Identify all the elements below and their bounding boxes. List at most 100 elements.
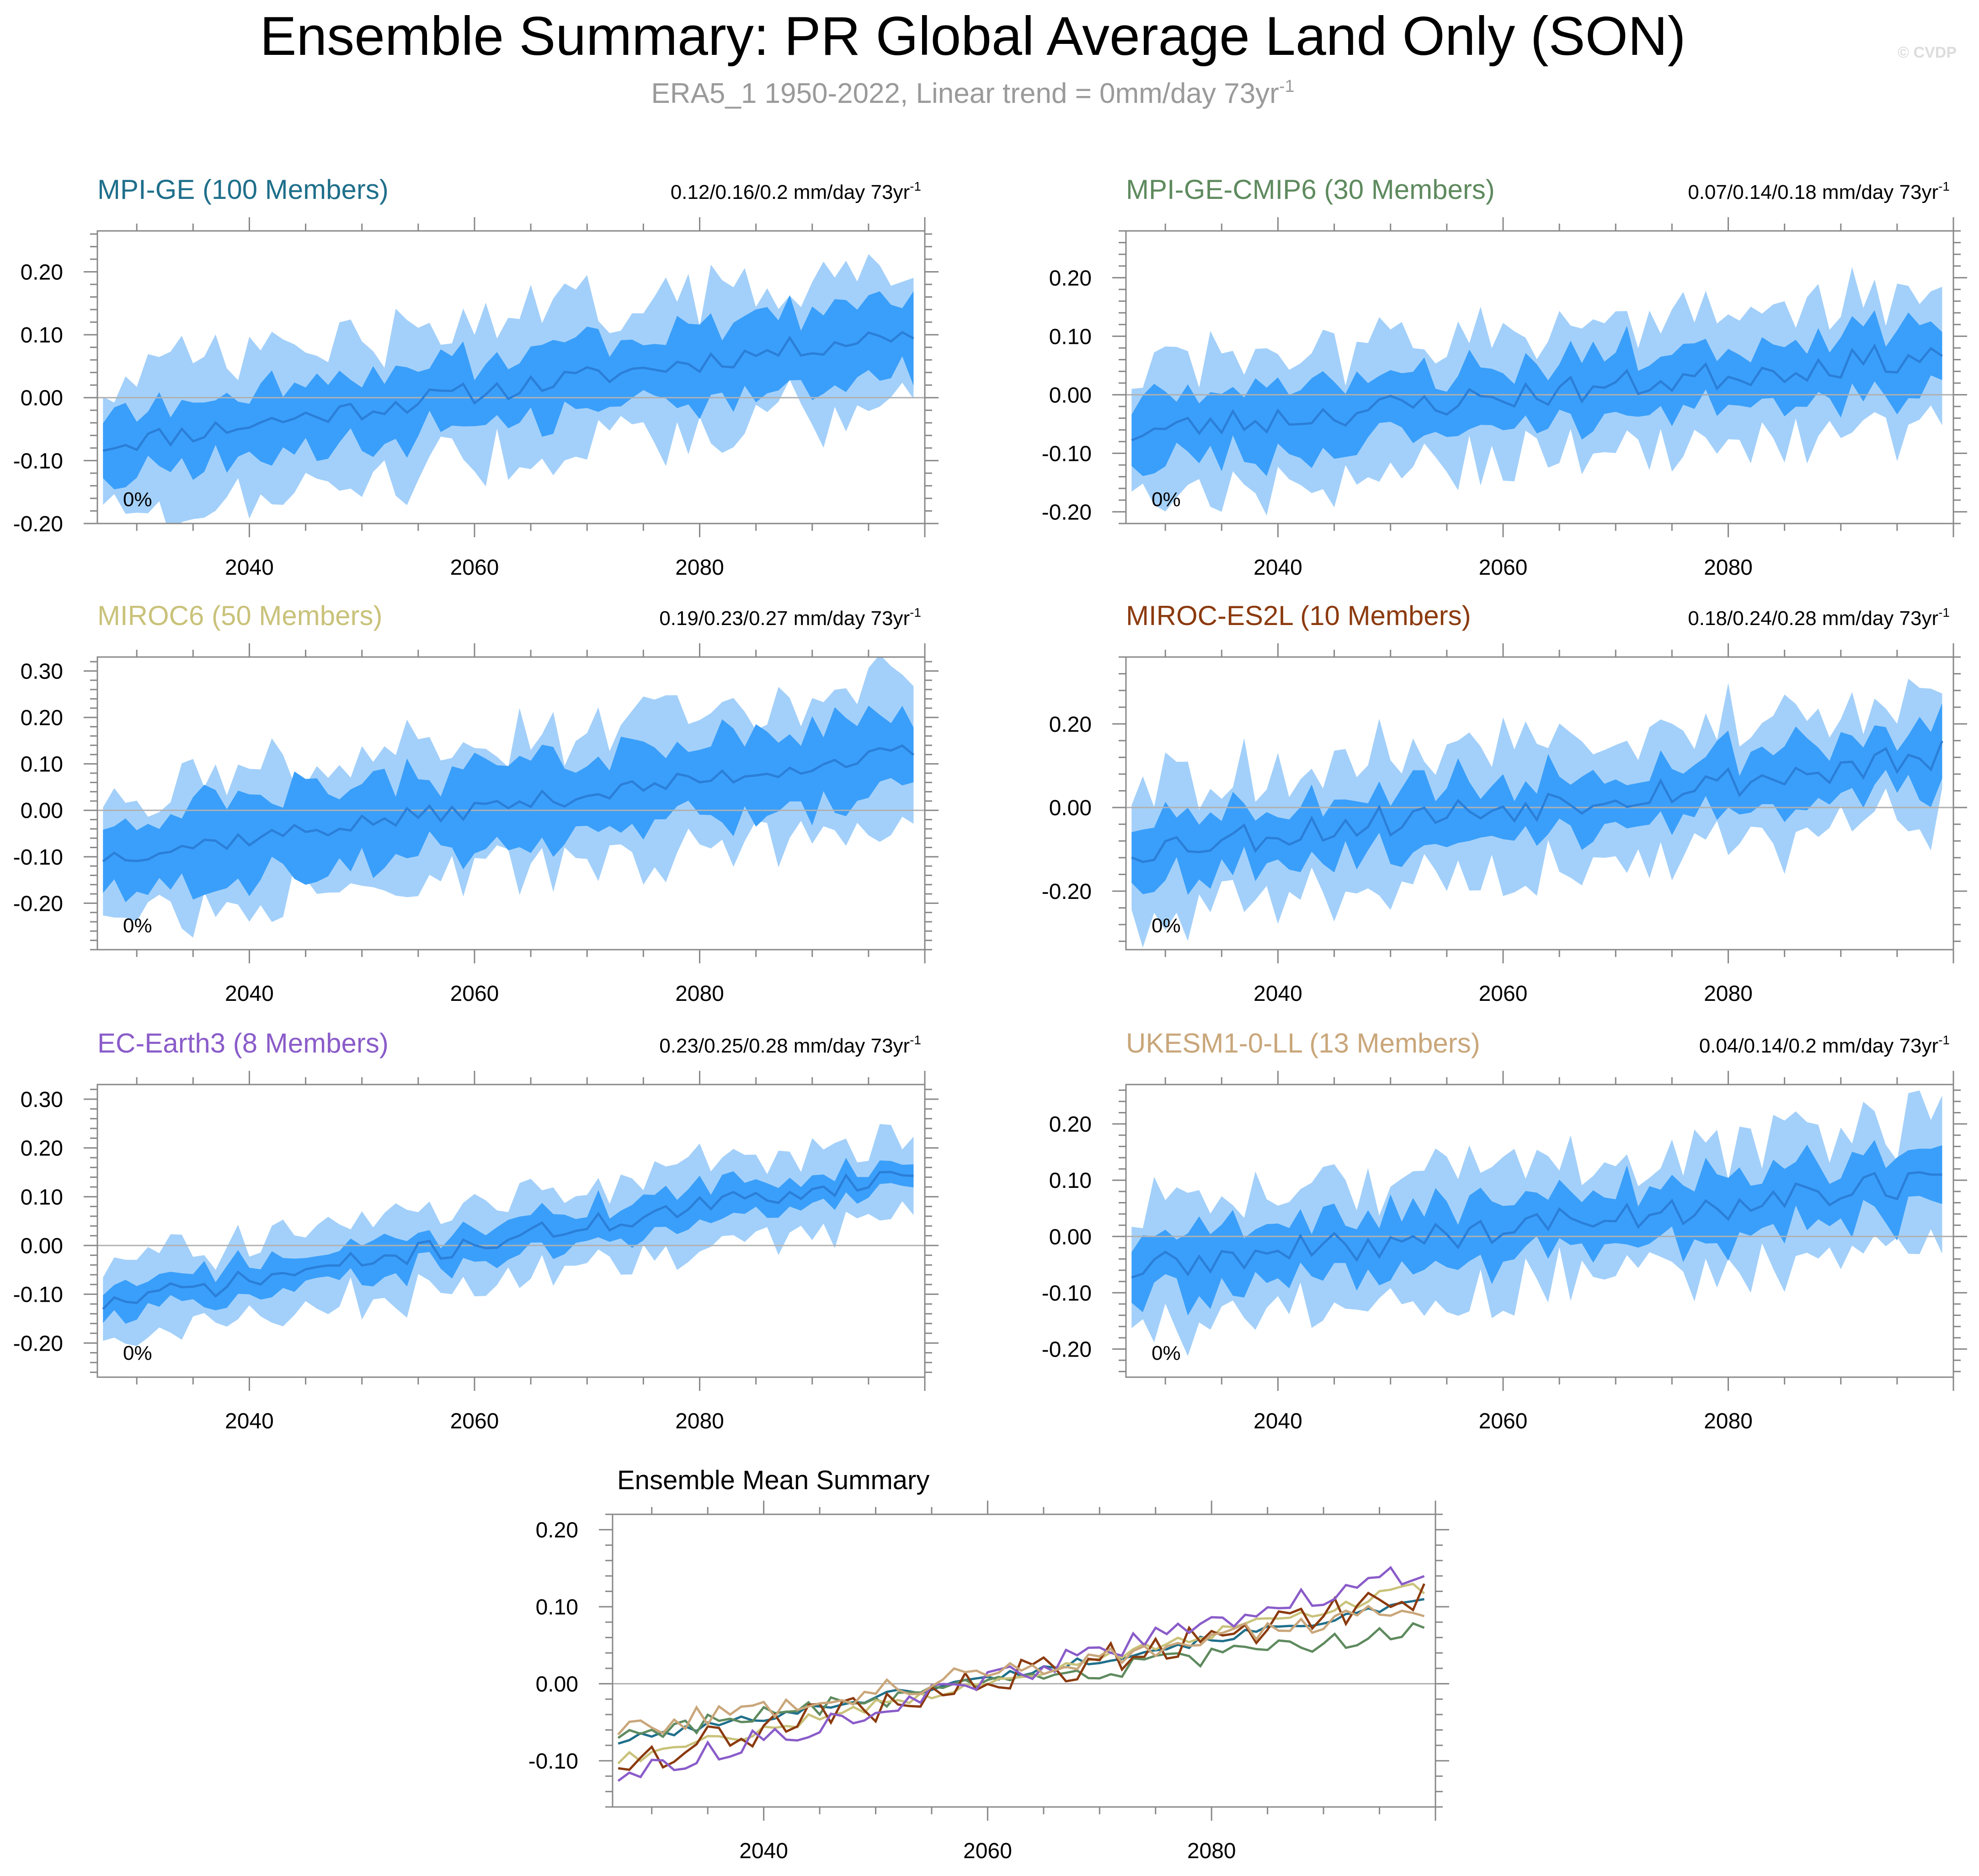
trend-superscript: -1 bbox=[910, 1033, 921, 1047]
panel-title: Ensemble Mean Summary bbox=[617, 1465, 929, 1495]
panel-title: MPI-GE-CMIP6 (30 Members) bbox=[1126, 174, 1495, 205]
panel-frame bbox=[1125, 1084, 1954, 1378]
panel-frame bbox=[612, 1513, 1436, 1808]
panel-ensemble-mean-summary: Ensemble Mean Summary 2040 2060 2080 -0.10 0.… bbox=[528, 1465, 1449, 1863]
panel-miroc-es2l: 0% MIROC-ES2L (10 Members) 0.18/0.24/0.28 … bbox=[1042, 600, 1967, 1006]
plot-area bbox=[613, 1566, 1435, 1782]
trend-label: 0.23/0.25/0.28 mm/day 73yr-1 bbox=[659, 1033, 921, 1057]
x-tick-label: 2060 bbox=[1479, 982, 1528, 1006]
y-tick-label: -0.20 bbox=[13, 1331, 63, 1356]
ensemble-mean-line bbox=[102, 331, 914, 452]
x-tick-label: 2060 bbox=[450, 556, 499, 580]
y-tick-label: -0.20 bbox=[1042, 880, 1092, 904]
y-tick-label: 0.20 bbox=[536, 1518, 578, 1543]
plot-area bbox=[97, 657, 925, 938]
x-tick-label: 2080 bbox=[1704, 1409, 1753, 1433]
y-tick-label: 0.20 bbox=[1049, 712, 1092, 737]
panel-miroc6: 0% MIROC6 (50 Members) 0.19/0.23/0.27 mm/d… bbox=[13, 600, 939, 1006]
percent-label: 0% bbox=[123, 914, 152, 937]
y-tick-label: -0.20 bbox=[1042, 1337, 1092, 1362]
panel-title: MIROC6 (50 Members) bbox=[97, 600, 382, 631]
panel-title: MPI-GE (100 Members) bbox=[97, 174, 389, 205]
subtitle-superscript: -1 bbox=[1279, 77, 1295, 96]
percent-label: 0% bbox=[1152, 488, 1181, 511]
trend-label: 0.04/0.14/0.2 mm/day 73yr-1 bbox=[1699, 1033, 1950, 1057]
y-tick-label: -0.20 bbox=[1042, 500, 1092, 524]
y-tick-label: -0.20 bbox=[13, 892, 63, 916]
trend-text: 0.19/0.23/0.27 mm/day 73yr bbox=[659, 607, 910, 630]
y-tick-label: 0.20 bbox=[21, 1137, 63, 1161]
panel-mpi-ge: 0% MPI-GE (100 Members) 0.12/0.16/0.2 mm/d… bbox=[13, 174, 939, 580]
panel-ec-earth3: 0% EC-Earth3 (8 Members) 0.23/0.25/0.28 mm… bbox=[13, 1028, 939, 1433]
trend-text: 0.23/0.25/0.28 mm/day 73yr bbox=[659, 1035, 910, 1057]
ensemble-mean-line bbox=[1131, 740, 1943, 863]
trend-label: 0.19/0.23/0.27 mm/day 73yr-1 bbox=[659, 605, 921, 630]
y-tick-label: 0.10 bbox=[21, 1185, 63, 1209]
plot-area bbox=[97, 1124, 925, 1346]
y-tick-label: -0.10 bbox=[1042, 1281, 1092, 1305]
x-tick-label: 2040 bbox=[739, 1839, 788, 1863]
inner-spread-band bbox=[103, 706, 914, 903]
panel-title: UKESM1-0-LL (13 Members) bbox=[1126, 1028, 1480, 1058]
y-tick-label: -0.10 bbox=[13, 1283, 63, 1307]
x-tick-label: 2080 bbox=[1704, 556, 1753, 580]
y-tick-label: 0.00 bbox=[1049, 796, 1092, 820]
trend-text: 0.07/0.14/0.18 mm/day 73yr bbox=[1688, 181, 1938, 203]
y-tick-label: 0.10 bbox=[1049, 1169, 1092, 1193]
panel-frame bbox=[96, 656, 926, 951]
plot-area bbox=[1126, 679, 1953, 948]
inner-spread-band bbox=[1131, 310, 1942, 476]
x-tick-label: 2080 bbox=[675, 1409, 724, 1433]
x-tick-label: 2040 bbox=[1254, 982, 1302, 1006]
plot-area bbox=[1126, 267, 1953, 516]
trend-label: 0.12/0.16/0.2 mm/day 73yr-1 bbox=[671, 179, 921, 203]
y-tick-label: 0.20 bbox=[1049, 1112, 1092, 1137]
y-tick-label: 0.10 bbox=[21, 753, 63, 777]
y-tick-label: 0.30 bbox=[21, 1088, 63, 1112]
x-tick-label: 2060 bbox=[450, 982, 499, 1006]
x-tick-label: 2060 bbox=[1479, 556, 1528, 580]
x-tick-label: 2040 bbox=[225, 556, 274, 580]
series-line-mpi-ge-cmip6 bbox=[617, 1622, 1425, 1739]
series-line-ukesm1-0-ll bbox=[617, 1604, 1425, 1736]
percent-label: 0% bbox=[123, 488, 152, 511]
y-tick-label: 0.10 bbox=[536, 1595, 578, 1619]
trend-text: 0.12/0.16/0.2 mm/day 73yr bbox=[671, 181, 910, 203]
plot-area bbox=[1126, 1090, 1953, 1356]
x-tick-label: 2040 bbox=[1254, 1409, 1302, 1433]
trend-label: 0.18/0.24/0.28 mm/day 73yr-1 bbox=[1688, 605, 1950, 630]
panel-frame bbox=[96, 230, 926, 524]
y-tick-label: 0.00 bbox=[21, 799, 63, 823]
inner-spread-band bbox=[103, 291, 914, 490]
panel-frame bbox=[1125, 230, 1954, 524]
panel-title: EC-Earth3 (8 Members) bbox=[97, 1028, 389, 1058]
chart-panels: 0% MPI-GE (100 Members) 0.12/0.16/0.2 mm/d… bbox=[13, 174, 1967, 1863]
x-tick-label: 2080 bbox=[1704, 982, 1753, 1006]
percent-label: 0% bbox=[1152, 1342, 1181, 1364]
y-tick-label: 0.00 bbox=[1049, 383, 1092, 407]
cvdp-watermark: © CVDP bbox=[1898, 44, 1957, 61]
y-tick-label: -0.20 bbox=[13, 512, 63, 536]
ensemble-mean-line bbox=[1131, 343, 1943, 442]
ensemble-mean-line bbox=[102, 744, 914, 862]
x-tick-label: 2060 bbox=[450, 1409, 499, 1433]
subtitle: ERA5_1 1950-2022, Linear trend = 0mm/day… bbox=[651, 77, 1294, 109]
y-tick-label: -0.10 bbox=[13, 449, 63, 473]
trend-superscript: -1 bbox=[1938, 179, 1950, 193]
ensemble-mean-line bbox=[1131, 1171, 1942, 1279]
y-tick-label: 0.20 bbox=[21, 260, 63, 284]
x-tick-label: 2060 bbox=[1479, 1409, 1528, 1433]
ensemble-mean-line bbox=[102, 1170, 914, 1310]
y-tick-label: 0.20 bbox=[21, 706, 63, 730]
y-tick-label: -0.10 bbox=[1042, 442, 1092, 466]
y-tick-label: 0.00 bbox=[536, 1673, 578, 1697]
x-tick-label: 2080 bbox=[675, 982, 724, 1006]
trend-text: 0.18/0.24/0.28 mm/day 73yr bbox=[1688, 607, 1938, 630]
y-tick-label: -0.10 bbox=[528, 1749, 578, 1774]
panel-frame bbox=[1125, 656, 1954, 951]
x-tick-label: 2040 bbox=[1254, 556, 1302, 580]
panel-ukesm1-0-ll: 0% UKESM1-0-LL (13 Members) 0.04/0.14/0.2 … bbox=[1042, 1028, 1967, 1433]
series-line-miroc-es2l bbox=[618, 1583, 1425, 1771]
x-tick-label: 2040 bbox=[225, 982, 274, 1006]
